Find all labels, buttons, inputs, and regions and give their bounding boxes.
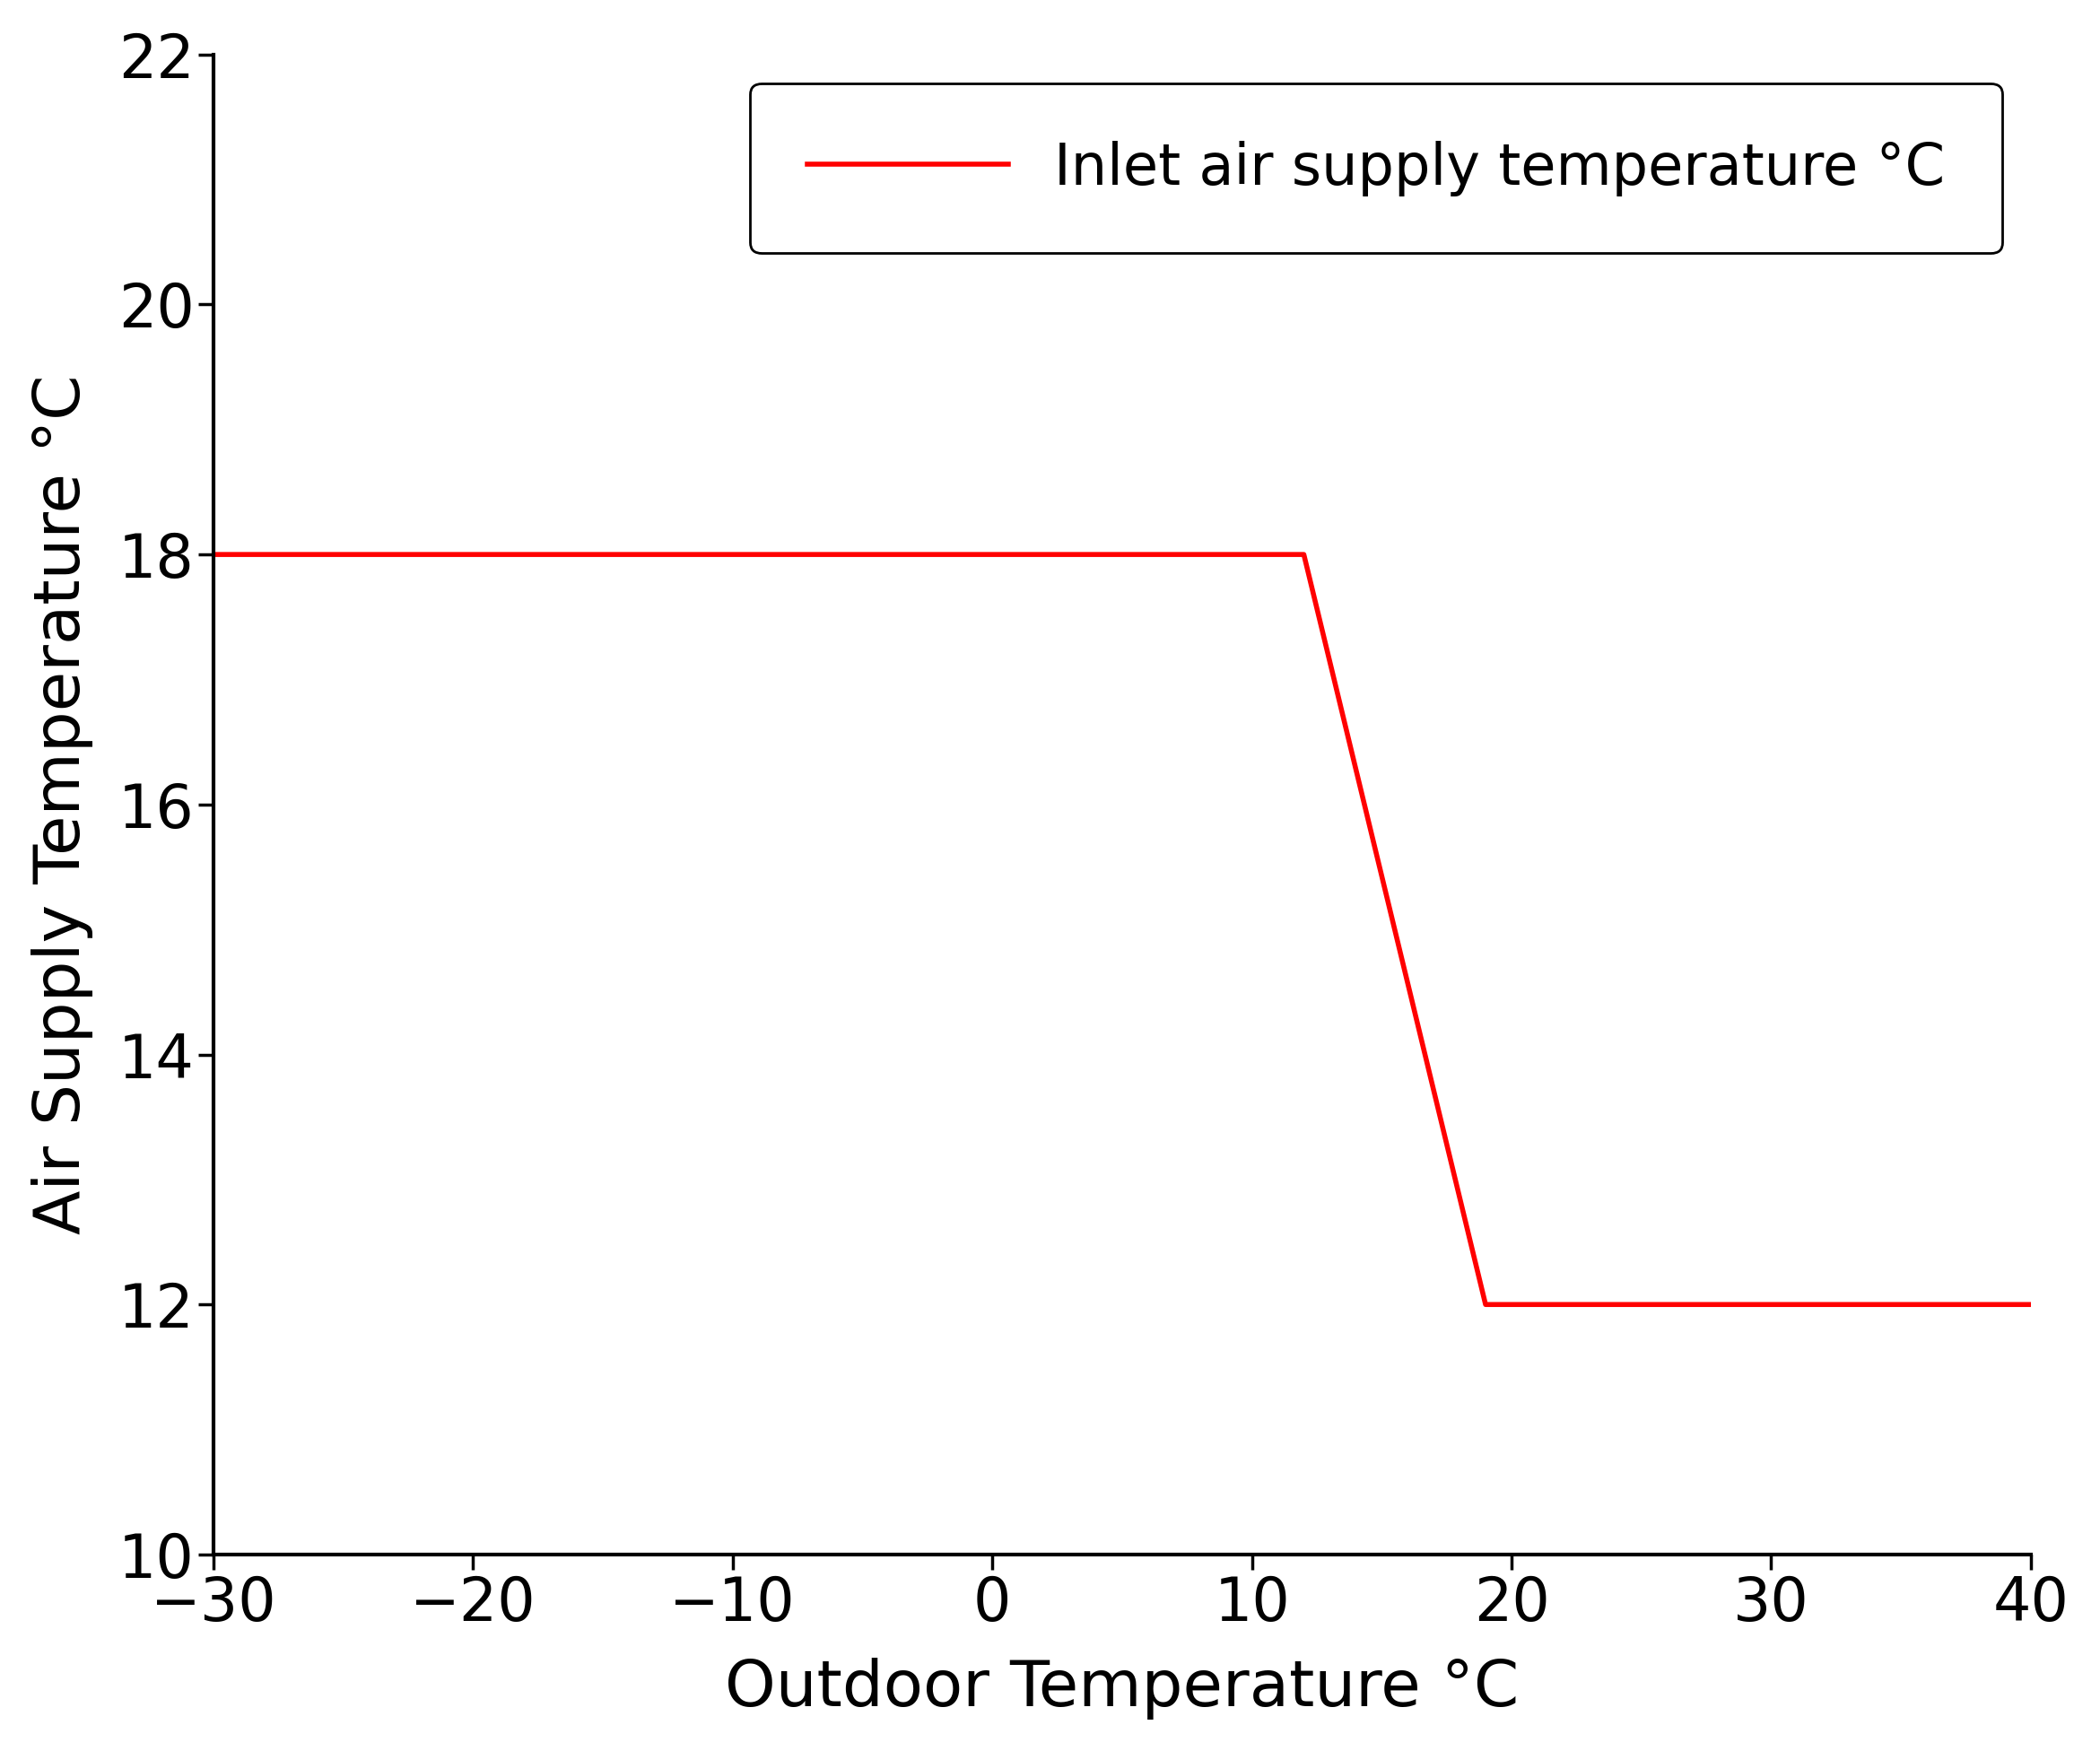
Inlet air supply temperature °C [1472, 1294, 1497, 1315]
Y-axis label: Air Supply Temperature °C: Air Supply Temperature °C [32, 375, 92, 1234]
Inlet air supply temperature °C [202, 545, 227, 566]
Legend: Inlet air supply temperature °C: Inlet air supply temperature °C [750, 82, 2001, 254]
Inlet air supply temperature °C [2018, 1294, 2043, 1315]
Line: Inlet air supply temperature °C: Inlet air supply temperature °C [214, 555, 2031, 1304]
Inlet air supply temperature °C [1292, 545, 1317, 566]
X-axis label: Outdoor Temperature °C: Outdoor Temperature °C [724, 1658, 1518, 1719]
